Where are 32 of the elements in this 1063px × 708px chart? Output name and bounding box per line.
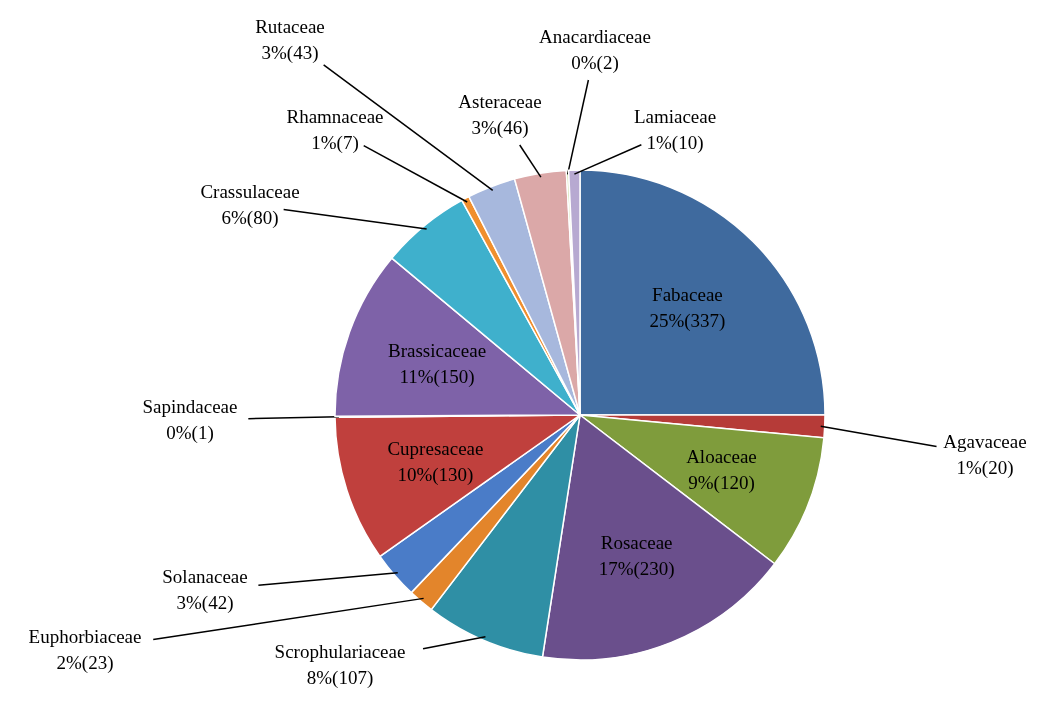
data-label: 11%(150) <box>399 365 475 388</box>
slice-label: Aloaceae <box>686 446 757 468</box>
slice-label: Scrophulariaceae <box>274 641 406 662</box>
slice-label: Euphorbiaceae <box>28 626 142 647</box>
data-label: 8%(107) <box>306 667 374 689</box>
data-label: 3%(43) <box>261 42 319 64</box>
slice-label: Asteraceae <box>458 91 542 112</box>
slice-label: Lamiaceae <box>633 106 717 127</box>
slice-label: Cupresaceae <box>387 437 484 459</box>
slice-label: Crassulaceae <box>200 181 300 202</box>
slice-label: Agavaceae <box>943 431 1027 452</box>
data-label: 25%(337) <box>649 309 726 332</box>
data-label: 2%(23) <box>56 652 114 674</box>
data-label: 0%(1) <box>166 422 214 444</box>
data-label: 1%(20) <box>956 457 1014 479</box>
slice-label: Fabaceae <box>652 283 723 305</box>
slice-label: Anacardiaceae <box>539 26 651 47</box>
data-label: 9%(120) <box>688 472 755 495</box>
data-label: 0%(2) <box>571 52 619 74</box>
slice-label: Sapindaceae <box>142 396 238 417</box>
data-label: 1%(10) <box>646 132 704 154</box>
data-label: 1%(7) <box>311 132 359 154</box>
data-label: 10%(130) <box>397 463 474 486</box>
slice-label: Solanaceae <box>162 566 248 587</box>
data-label: 17%(230) <box>598 557 675 580</box>
slice-label: Rutaceae <box>255 16 325 37</box>
data-label: 3%(46) <box>471 117 529 139</box>
data-label: 3%(42) <box>176 592 234 614</box>
data-label: 6%(80) <box>221 207 279 229</box>
slice-label: Rhamnaceae <box>286 106 384 127</box>
slice-label: Rosaceae <box>600 531 673 553</box>
slice-label: Brassicaceae <box>387 339 487 361</box>
